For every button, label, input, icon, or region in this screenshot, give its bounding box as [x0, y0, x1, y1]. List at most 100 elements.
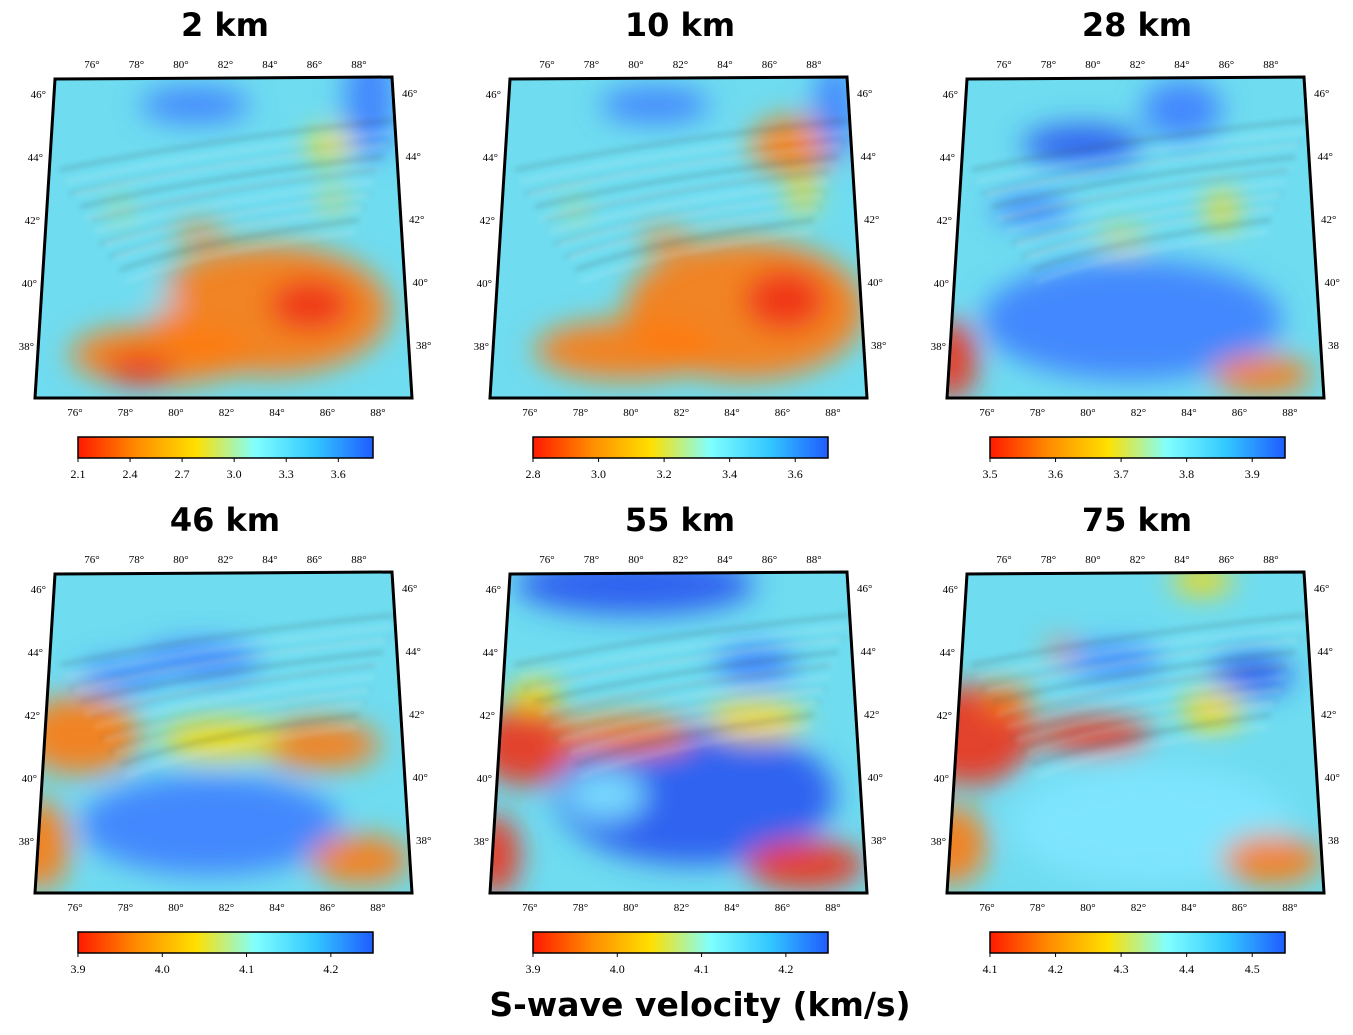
- map-area: [490, 77, 867, 398]
- ridge: [1026, 702, 1275, 754]
- lon-label-top: 84°: [1174, 554, 1189, 566]
- ridge: [1036, 726, 1269, 778]
- lat-label-left: 38°: [19, 341, 34, 353]
- lon-label-bottom: 84°: [269, 407, 284, 419]
- colorbar-tick-label: 4.3: [1114, 962, 1129, 976]
- lon-label-top: 78°: [129, 59, 144, 71]
- lon-label-top: 88°: [351, 554, 366, 566]
- lon-label-top: 84°: [262, 554, 277, 566]
- lon-label-top: 76°: [84, 554, 99, 566]
- lon-label-bottom: 86°: [1232, 407, 1247, 419]
- lat-label-right: 40°: [1325, 277, 1340, 289]
- ridge: [74, 639, 387, 691]
- lat-label-left: 40°: [22, 773, 37, 785]
- lon-label-bottom: 84°: [724, 902, 739, 914]
- lon-label-top: 88°: [1263, 59, 1278, 71]
- lon-label-bottom: 88°: [825, 902, 840, 914]
- colorbar: [532, 436, 829, 459]
- colorbar-tick-label: 2.1: [71, 467, 86, 481]
- lat-label-left: 44°: [940, 152, 955, 164]
- ridge: [529, 144, 842, 196]
- lat-label-right: 44°: [1318, 646, 1333, 658]
- lat-label-left: 38°: [474, 836, 489, 848]
- lon-label-bottom: 80°: [168, 902, 183, 914]
- lat-label-right: 40°: [1325, 772, 1340, 784]
- lon-label-bottom: 82°: [219, 902, 234, 914]
- lon-label-bottom: 80°: [623, 902, 638, 914]
- lon-label-bottom: 76°: [522, 407, 537, 419]
- lat-label-left: 40°: [22, 278, 37, 290]
- map-frame: [945, 75, 1326, 400]
- lat-label-right: 40°: [868, 772, 883, 784]
- anomaly: [555, 725, 835, 865]
- ridge: [119, 219, 360, 271]
- lat-label-right: 46°: [1314, 583, 1329, 595]
- ridge: [79, 156, 384, 208]
- lat-label-left: 46°: [486, 584, 501, 596]
- anomaly: [515, 572, 755, 615]
- lat-label-left: 38°: [931, 836, 946, 848]
- ridge: [1016, 689, 1281, 741]
- panel-title: 75 km: [1082, 501, 1192, 539]
- lon-label-bottom: 88°: [370, 407, 385, 419]
- lon-label-bottom: 86°: [320, 902, 335, 914]
- lat-label-right: 38°: [871, 340, 886, 352]
- anomaly: [35, 800, 70, 890]
- panel-title: 10 km: [625, 6, 735, 44]
- lon-label-bottom: 88°: [1282, 407, 1297, 419]
- anomaly: [260, 720, 380, 770]
- lon-label-bottom: 82°: [1131, 407, 1146, 419]
- lon-label-top: 76°: [539, 554, 554, 566]
- lon-label-top: 88°: [351, 59, 366, 71]
- lat-label-right: 42°: [864, 214, 879, 226]
- ridge: [1006, 676, 1287, 728]
- lon-label-bottom: 80°: [623, 407, 638, 419]
- lat-label-right: 38°: [416, 340, 431, 352]
- ridge: [514, 119, 851, 171]
- map-frame: [945, 570, 1326, 895]
- map-panel: 28 km 76° 78° 80° 82° 84° 86° 88° 76° 78° 80° 82° 84…: [931, 6, 1340, 481]
- anomaly: [745, 270, 825, 330]
- lon-label-bottom: 82°: [674, 407, 689, 419]
- ridge: [104, 194, 369, 246]
- map-area: [35, 77, 412, 398]
- lon-label-bottom: 86°: [1232, 902, 1247, 914]
- anomaly: [1207, 190, 1237, 230]
- lat-label-left: 40°: [477, 278, 492, 290]
- lon-label-top: 84°: [1174, 59, 1189, 71]
- lat-label-left: 38°: [474, 341, 489, 353]
- colorbar-tick-label: 4.1: [694, 962, 709, 976]
- anomaly: [1022, 125, 1142, 165]
- ridge: [59, 614, 396, 666]
- lat-label-left: 44°: [483, 647, 498, 659]
- lat-label-left: 46°: [31, 89, 46, 101]
- map-panel: 55 km 76° 78° 80° 82° 84° 86° 88° 76° 78° 80° 82° 84…: [474, 501, 887, 976]
- colorbar: [77, 931, 374, 954]
- colorbar-tick-label: 3.2: [657, 467, 672, 481]
- colorbar-tick-label: 4.4: [1179, 962, 1194, 976]
- lon-label-bottom: 84°: [269, 902, 284, 914]
- colorbar-tick-label: 4.2: [1048, 962, 1063, 976]
- lon-label-top: 76°: [539, 59, 554, 71]
- ridge: [579, 726, 812, 778]
- lon-label-top: 78°: [129, 554, 144, 566]
- ridge: [1031, 714, 1272, 766]
- anomaly: [140, 87, 250, 123]
- lat-label-right: 42°: [864, 709, 879, 721]
- colorbar-tick-label: 3.8: [1179, 467, 1194, 481]
- lat-label-left: 38°: [19, 836, 34, 848]
- ridge: [124, 726, 357, 778]
- ridge: [79, 651, 384, 703]
- anomaly: [1222, 835, 1322, 885]
- ridge: [1026, 207, 1275, 259]
- colorbar-tick-label: 2.8: [526, 467, 541, 481]
- lat-label-right: 42°: [409, 214, 424, 226]
- ridge: [971, 119, 1308, 171]
- lon-label-top: 86°: [762, 554, 777, 566]
- ridge: [569, 207, 818, 259]
- caption: S-wave velocity (km/s): [489, 985, 910, 1024]
- colorbar-tick-label: 3.9: [526, 962, 541, 976]
- lat-label-right: 46°: [857, 583, 872, 595]
- anomalies: [70, 77, 395, 385]
- lon-label-top: 84°: [262, 59, 277, 71]
